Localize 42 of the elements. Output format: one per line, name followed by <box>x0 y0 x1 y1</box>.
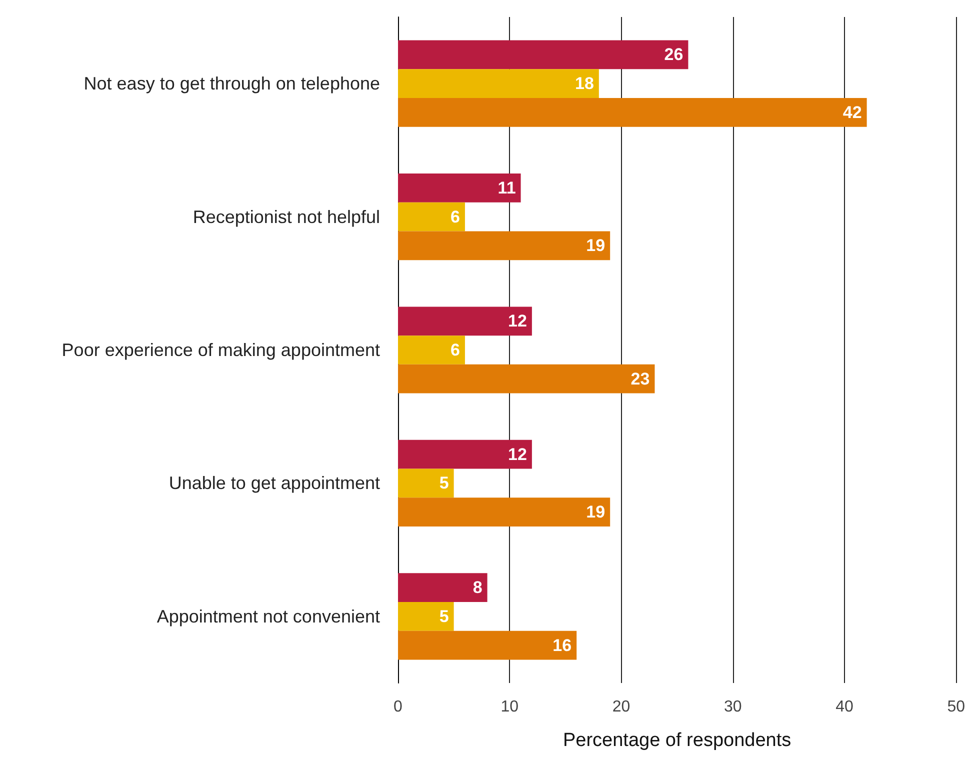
y-tick-label: Not easy to get through on telephone <box>84 74 380 94</box>
x-tick-label: 20 <box>612 698 630 716</box>
bar <box>398 440 532 469</box>
bar <box>398 202 465 232</box>
data-label: 12 <box>508 444 527 464</box>
data-label: 18 <box>574 74 594 94</box>
x-tick-label: 40 <box>836 698 854 716</box>
data-label: 5 <box>439 606 449 626</box>
x-axis-title: Percentage of respondents <box>562 730 792 751</box>
y-tick-label: Poor experience of making appointment <box>62 340 380 360</box>
bar <box>398 573 488 602</box>
bar <box>398 306 532 336</box>
y-tick-label: Unable to get appointment <box>168 473 380 494</box>
x-tick-label: 30 <box>724 698 742 716</box>
data-label: 12 <box>508 312 527 331</box>
bar <box>398 231 610 260</box>
bar <box>398 69 599 98</box>
bar <box>398 174 521 202</box>
x-tick-label: 50 <box>947 698 966 716</box>
x-tick-label: 0 <box>394 698 403 716</box>
data-label: 11 <box>498 178 516 198</box>
bar <box>398 602 454 631</box>
data-label: 5 <box>439 474 449 493</box>
x-tick-label: 10 <box>500 698 519 716</box>
data-label: 6 <box>450 340 460 360</box>
bar <box>398 468 454 498</box>
data-label: 6 <box>450 207 460 226</box>
data-label: 42 <box>842 102 862 122</box>
bar <box>398 630 577 660</box>
bar <box>398 98 867 127</box>
data-label: 23 <box>630 369 650 388</box>
bar <box>398 498 610 526</box>
data-label: 19 <box>586 236 606 256</box>
y-tick-label: Receptionist not helpful <box>192 206 380 227</box>
data-label: 16 <box>552 636 572 655</box>
bar <box>398 40 688 70</box>
bar <box>398 336 465 364</box>
bar <box>398 364 655 394</box>
data-label: 26 <box>664 45 684 64</box>
data-label: 19 <box>586 502 606 522</box>
data-label: 8 <box>472 578 482 598</box>
y-tick-label: Appointment not convenient <box>156 606 380 626</box>
